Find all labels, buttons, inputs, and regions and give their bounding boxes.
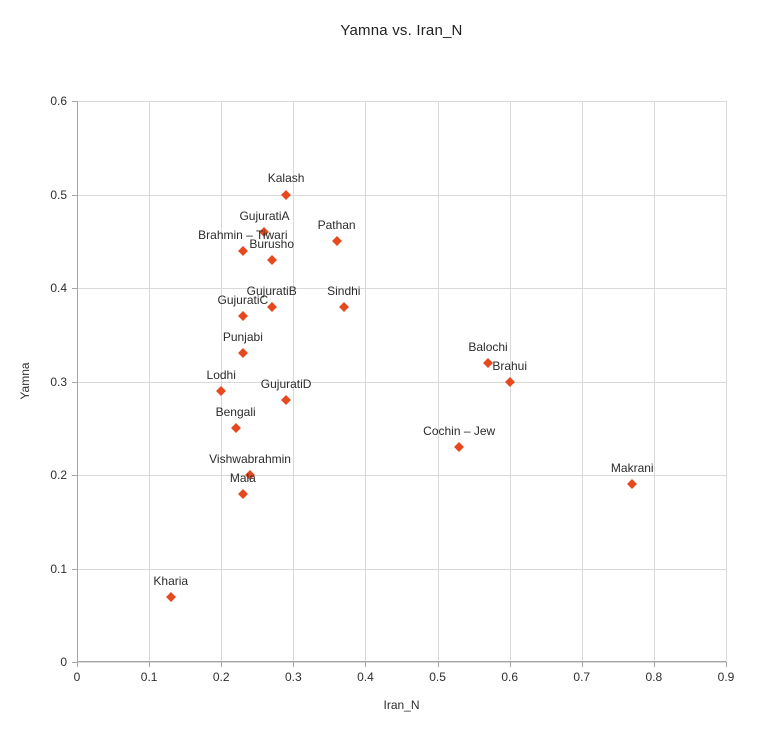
gridline-horizontal	[77, 568, 726, 570]
data-point[interactable]	[237, 245, 248, 256]
gridline-vertical	[726, 101, 727, 662]
data-point[interactable]	[281, 189, 292, 200]
x-tick-mark	[509, 662, 511, 667]
y-axis-title: Yamna	[18, 362, 32, 400]
data-point[interactable]	[627, 479, 638, 490]
x-tick-mark	[365, 662, 367, 667]
data-point[interactable]	[237, 311, 248, 321]
y-tick-mark	[72, 101, 77, 102]
y-tick-mark	[72, 194, 77, 196]
point-label: Kharia	[153, 573, 189, 588]
point-label: Brahui	[492, 358, 527, 373]
plot-area: 0 0.1 0.2 0.3 0.4 0.5 0.6 0.7 0.8 0.9 0 0.1 0.2 0.3 0…	[50, 94, 734, 684]
point-label: Balochi	[468, 339, 508, 354]
x-tick-label: 0.1	[140, 670, 158, 684]
y-tick-mark	[72, 475, 77, 476]
point-label: Punjabi	[222, 330, 263, 345]
gridline-horizontal	[77, 475, 726, 476]
gridline-horizontal	[77, 288, 726, 289]
y-tick-label: 0.2	[50, 468, 67, 482]
point-label: GujuratiB	[246, 283, 297, 298]
point-label: Bengali	[215, 405, 256, 420]
x-tick-mark	[149, 662, 151, 667]
y-tick-label: 0.5	[50, 187, 67, 202]
y-tick-label: 0.6	[50, 94, 67, 108]
y-tick-mark	[72, 381, 77, 383]
y-tick-label: 0.3	[50, 374, 67, 389]
point-label: GujuratiA	[239, 208, 290, 223]
data-point[interactable]	[281, 395, 292, 406]
y-tick-mark	[72, 288, 77, 289]
data-point[interactable]	[338, 301, 349, 312]
point-label: Makrani	[610, 461, 654, 476]
gridline-horizontal	[77, 381, 726, 383]
chart-title: Yamna vs. Iran_N	[340, 22, 463, 39]
y-tick-label: 0.1	[50, 561, 67, 576]
gridline-horizontal	[77, 101, 726, 102]
point-label: Vishwabrahmin	[209, 451, 291, 466]
point-label: GujuratiD	[260, 377, 312, 392]
gridline-horizontal	[77, 194, 726, 196]
y-tick-label: 0.4	[50, 281, 67, 295]
data-point[interactable]	[165, 591, 176, 602]
point-label: Kalash	[267, 171, 305, 186]
x-tick-mark	[221, 662, 223, 667]
x-tick-label: 0.4	[357, 670, 374, 684]
y-tick-label: 0	[60, 655, 67, 669]
point-label: Brahmin – Tiwari	[198, 227, 288, 242]
point-label: Burusho	[249, 236, 295, 251]
data-point[interactable]	[216, 385, 227, 396]
point-label: Pathan	[317, 218, 356, 233]
x-tick-label: 0	[73, 670, 81, 684]
point-label: Cochin – Jew	[423, 423, 496, 438]
point-label: Sindhi	[327, 283, 361, 298]
x-axis-line	[77, 661, 726, 662]
gridline-horizontal	[77, 662, 726, 663]
x-tick-label: 0.3	[284, 670, 302, 684]
x-tick-mark	[581, 662, 583, 667]
y-axis-line	[77, 101, 78, 663]
x-tick-label: 0.8	[645, 670, 663, 684]
x-tick-mark	[653, 662, 655, 667]
point-label: GujuratiC	[217, 293, 269, 308]
point-label: Mala	[229, 470, 256, 485]
y-tick-mark	[72, 662, 77, 663]
x-tick-mark	[77, 662, 78, 667]
x-tick-label: 0.2	[212, 670, 230, 684]
data-point[interactable]	[237, 348, 248, 359]
data-point[interactable]	[331, 236, 342, 247]
data-point[interactable]	[237, 488, 248, 499]
x-tick-mark	[437, 662, 439, 667]
x-tick-label: 0.9	[717, 670, 735, 684]
data-point[interactable]	[230, 423, 241, 434]
y-tick-mark	[72, 568, 77, 570]
data-point[interactable]	[266, 254, 277, 265]
x-axis-title: Iran_N	[383, 698, 420, 712]
x-tick-mark	[726, 662, 727, 667]
data-point[interactable]	[504, 376, 515, 387]
x-tick-label: 0.6	[501, 670, 518, 684]
x-tick-mark	[293, 662, 295, 667]
point-label: Lodhi	[206, 367, 236, 382]
data-point[interactable]	[454, 441, 465, 452]
x-tick-label: 0.5	[429, 670, 446, 684]
x-tick-label: 0.7	[573, 670, 591, 684]
